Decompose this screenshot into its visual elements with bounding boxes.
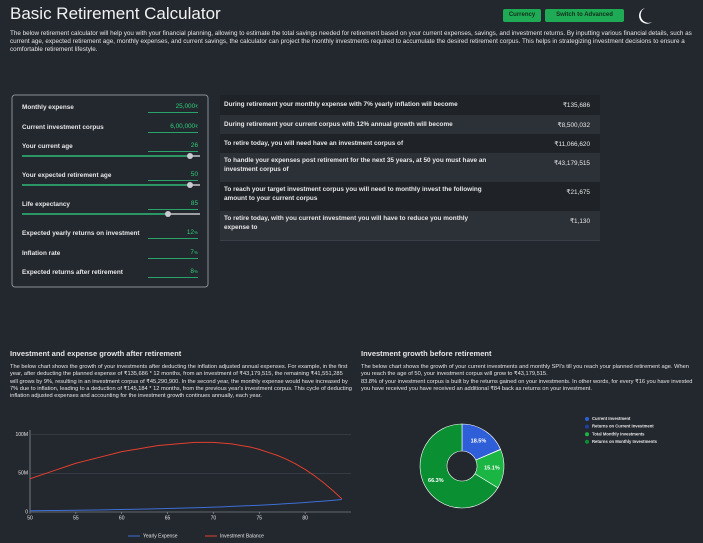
legend-swatch (585, 417, 589, 421)
input-number[interactable]: 25,000 (175, 103, 196, 110)
x-tick-label: 60 (119, 515, 125, 521)
legend-swatch (585, 424, 589, 429)
input-unit: ₹ (195, 104, 198, 109)
input-label: Expected returns after retirement (22, 269, 123, 276)
result-text: During retirement your current corpus wi… (224, 121, 453, 128)
input-number[interactable]: 85 (190, 200, 198, 207)
series-line (29, 498, 342, 512)
y-tick-label: 0 (25, 509, 28, 515)
result-text: To handle your expenses post retirement … (224, 157, 487, 173)
input-number[interactable]: 6,00,000 (170, 123, 196, 130)
series-line (29, 441, 343, 500)
result-value: ₹1,130 (569, 218, 590, 225)
input-unit: % (193, 250, 198, 255)
result-row (220, 182, 600, 212)
currency-button[interactable]: Currency (503, 9, 541, 22)
result-value: ₹135,686 (562, 102, 590, 109)
legend-swatch (585, 432, 589, 437)
slider-thumb[interactable] (165, 211, 171, 217)
result-text: During retirement your monthly expense w… (224, 101, 458, 108)
input-label: Your current age (22, 143, 73, 150)
slider-thumb[interactable] (187, 153, 193, 159)
input-number[interactable]: 7 (190, 249, 194, 256)
input-label: Current investment corpus (22, 124, 104, 131)
input-value: 12% (148, 229, 198, 239)
x-tick-label: 70 (211, 515, 217, 521)
input-value: 26 (148, 142, 198, 152)
result-value: ₹11,066,620 (554, 141, 590, 148)
result-text: To retire today, with you current invest… (224, 215, 469, 231)
page-title: Basic Retirement Calculator (10, 4, 221, 23)
input-number[interactable]: 26 (190, 142, 198, 149)
input-value: 85 (148, 200, 198, 210)
input-label: Inflation rate (22, 250, 61, 257)
input-value: 7% (148, 249, 198, 259)
legend-swatch (585, 439, 589, 444)
input-label: Monthly expense (22, 104, 74, 111)
pie-slice (419, 423, 499, 509)
slice-label: 66.3% (428, 478, 444, 484)
input-unit: % (193, 230, 198, 235)
section-text: 83.8% of your investment corpus is built… (361, 379, 693, 393)
y-tick-label: 100M (15, 432, 28, 438)
x-tick-label: 80 (302, 515, 308, 521)
theme-toggle[interactable] (639, 8, 652, 24)
result-text: To reach your target investment corpus y… (224, 186, 482, 202)
y-tick-label: 50M (18, 471, 28, 477)
section-text: The below chart shows the growth of your… (361, 364, 689, 378)
legend-label: Returns on Current Investment (592, 424, 654, 429)
x-tick-label: 55 (73, 515, 79, 521)
x-tick-label: 75 (257, 515, 263, 521)
input-number[interactable]: 50 (190, 171, 198, 178)
legend-label: Investment Balance (220, 533, 264, 539)
result-row (220, 211, 600, 241)
section-text: The below chart shows the growth of your… (10, 364, 352, 400)
input-label: Life expectancy (22, 201, 70, 208)
section-title: Investment and expense growth after reti… (10, 349, 182, 358)
section-title: Investment growth before retirement (361, 349, 492, 358)
input-number[interactable]: 12 (186, 229, 194, 236)
result-text: To retire today, you will need have an i… (224, 140, 404, 147)
input-label: Your expected retirement age (22, 172, 112, 179)
description: The below retirement calculator will hel… (10, 30, 692, 53)
result-value: ₹8,500,032 (557, 122, 591, 129)
input-unit: % (193, 269, 198, 274)
switch-button[interactable]: Switch to Advanced (545, 9, 624, 22)
input-value: 25,000₹ (148, 103, 198, 113)
input-unit: ₹ (195, 124, 198, 129)
input-label: Expected yearly returns on investment (22, 230, 140, 237)
result-value: ₹43,179,515 (553, 160, 590, 167)
x-tick-label: 50 (27, 515, 33, 521)
x-tick-label: 65 (165, 515, 171, 521)
legend-label: Current Investment (592, 416, 631, 421)
input-value: 6,00,000₹ (148, 123, 198, 133)
slider-thumb[interactable] (187, 182, 193, 188)
input-value: 50 (148, 171, 198, 181)
input-panel (11, 94, 209, 288)
slice-label: 15.1% (484, 466, 500, 472)
result-value: ₹21,675 (566, 189, 590, 196)
input-value: 8% (148, 268, 198, 278)
input-number[interactable]: 8 (190, 268, 194, 275)
legend-label: Total Monthly Investments (592, 431, 645, 436)
legend-label: Returns on Monthly Investments (592, 439, 658, 444)
legend-label: Yearly Expense (143, 533, 178, 539)
slice-label: 18.5% (471, 438, 487, 444)
